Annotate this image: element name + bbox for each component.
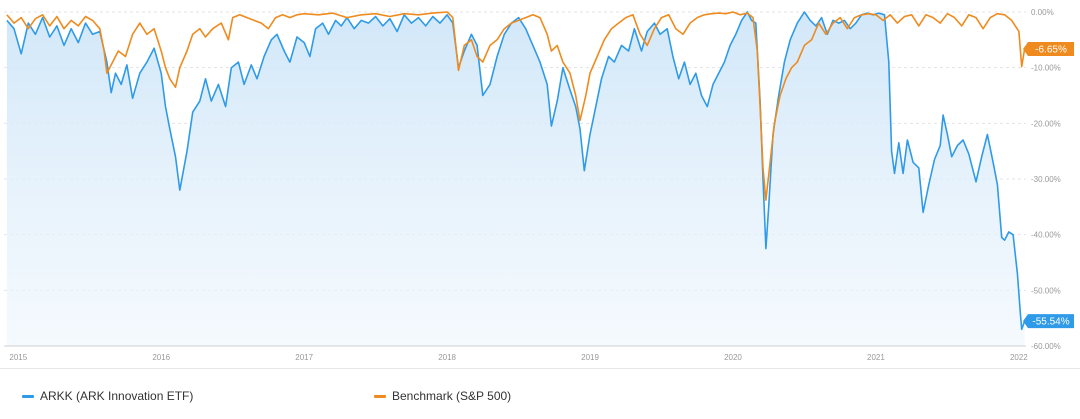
legend-label-benchmark: Benchmark (S&P 500) <box>392 389 512 403</box>
y-tick-label: 0.00% <box>1031 8 1054 17</box>
drawdown-chart: 0.00% -10.00% -20.00% -30.00% -40.00% -50.00%… <box>4 8 1074 362</box>
arkk-area <box>6 12 1025 346</box>
x-tick-label: 2022 <box>1010 353 1028 362</box>
legend-item-benchmark[interactable]: Benchmark (S&P 500) <box>374 389 511 403</box>
arkk-end-label: -55.54% <box>1023 314 1074 329</box>
y-tick-label: -40.00% <box>1031 231 1061 240</box>
x-tick-label: 2021 <box>867 353 885 362</box>
legend-label-arkk: ARKK (ARK Innovation ETF) <box>40 389 194 403</box>
arkk-end-label-box <box>1023 314 1074 329</box>
legend-swatch-benchmark <box>374 394 386 398</box>
series-lines <box>6 11 1026 331</box>
x-tick-label: 2018 <box>438 353 456 362</box>
legend: ARKK (ARK Innovation ETF) Benchmark (S&P… <box>0 368 1080 419</box>
benchmark-end-label-box <box>1023 42 1074 57</box>
x-tick-labels: 2015 2016 2017 2018 2019 2020 2021 2022 <box>9 353 1028 362</box>
arkk-line[interactable] <box>6 11 1026 331</box>
legend-item-arkk[interactable]: ARKK (ARK Innovation ETF) <box>22 389 193 403</box>
series-areas <box>6 12 1025 346</box>
x-tick-label: 2016 <box>152 353 170 362</box>
x-tick-label: 2019 <box>581 353 599 362</box>
y-tick-label: -60.00% <box>1031 342 1061 351</box>
arkk-end-label-text: -55.54% <box>1032 317 1069 328</box>
y-tick-label: -20.00% <box>1031 119 1061 128</box>
legend-swatch-arkk <box>22 394 34 398</box>
x-tick-label: 2020 <box>724 353 742 362</box>
end-value-labels: -6.65% -55.54% <box>1023 42 1074 329</box>
x-tick-label: 2015 <box>9 353 27 362</box>
y-tick-label: -50.00% <box>1031 286 1061 295</box>
y-tick-labels: 0.00% -10.00% -20.00% -30.00% -40.00% -50.00%… <box>1031 8 1061 351</box>
benchmark-end-label: -6.65% <box>1023 42 1074 57</box>
y-tick-label: -30.00% <box>1031 175 1061 184</box>
x-tick-label: 2017 <box>295 353 313 362</box>
y-tick-label: -10.00% <box>1031 64 1061 73</box>
benchmark-end-label-text: -6.65% <box>1035 45 1067 56</box>
benchmark-line[interactable] <box>6 11 1026 201</box>
